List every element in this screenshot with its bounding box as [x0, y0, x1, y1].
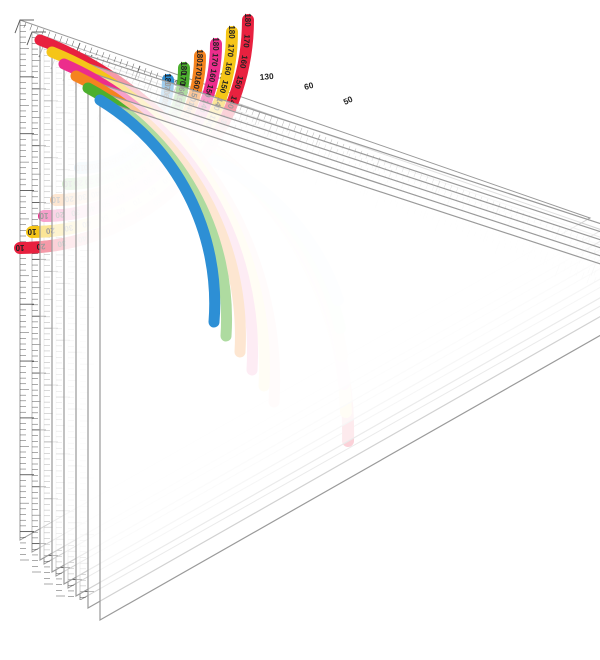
ruler-stack — [0, 0, 600, 600]
product-photo-scene: 90 100 110 120 130 60 50 — [0, 0, 600, 600]
ruler-blue[interactable] — [60, 60, 600, 660]
